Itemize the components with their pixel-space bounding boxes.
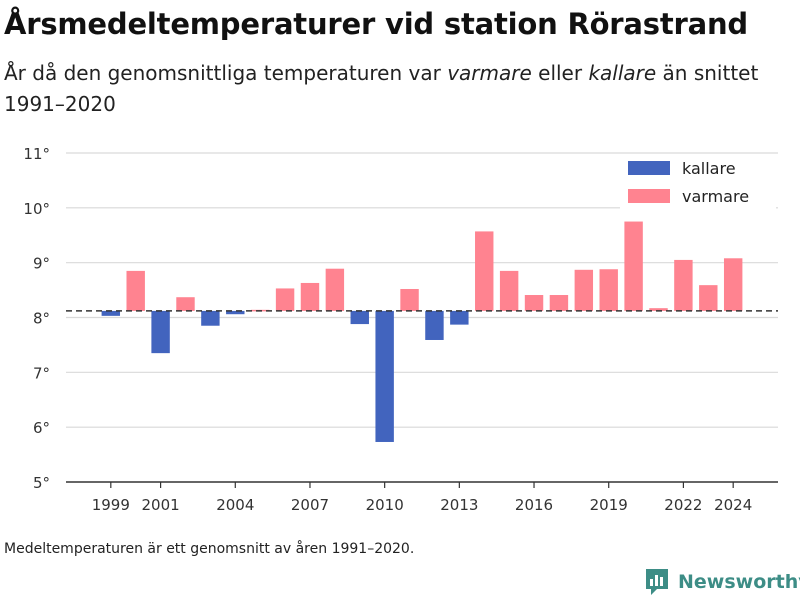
y-tick-label: 9° (33, 255, 50, 273)
bar-2019 (599, 269, 618, 311)
bar-2022 (674, 259, 693, 311)
bar-2021 (649, 308, 668, 311)
x-tick-label: 1999 (92, 496, 130, 514)
x-tick-label: 2001 (142, 496, 180, 514)
legend-label-kallare: kallare (682, 159, 736, 178)
x-tick-label: 2016 (515, 496, 553, 514)
bar-1999 (101, 310, 121, 316)
bar-2024 (723, 258, 743, 311)
y-tick-label: 10° (23, 200, 50, 218)
bar-2001 (151, 310, 170, 354)
bar-2008 (325, 268, 345, 311)
y-tick-label: 8° (33, 310, 50, 328)
gridlines (66, 152, 778, 428)
bar-2007 (300, 282, 320, 311)
bar-2012 (425, 310, 444, 340)
x-tick-label: 2022 (664, 496, 702, 514)
bar-2009 (350, 310, 369, 325)
newsworthy-logo-icon (646, 569, 668, 595)
legend-swatch-kallare (628, 161, 670, 175)
legend: kallare varmare (620, 155, 776, 213)
legend-label-varmare: varmare (682, 187, 749, 206)
subtitle-warm: varmare (447, 61, 532, 85)
y-tick-label: 6° (33, 419, 50, 437)
bar-2011 (400, 288, 419, 311)
bar-chart: 5° 6° 7° 8° 9° 10° 11° 1999 2001 2004 2007 2010 2013… (23, 145, 778, 514)
bar-2023 (699, 285, 718, 311)
bar-2006 (275, 288, 295, 311)
brand-name: Newsworthy (678, 571, 800, 593)
bar-2010 (375, 310, 394, 442)
x-tick-label: 2007 (291, 496, 329, 514)
x-tick-label: 2024 (714, 496, 752, 514)
x-tick-label: 2010 (366, 496, 404, 514)
bar-2002 (176, 297, 195, 311)
subtitle-text-3: än snittet 1991–2020 (4, 61, 759, 116)
bar-2013 (450, 310, 469, 325)
bar-2015 (499, 270, 519, 311)
bar-2000 (126, 270, 145, 311)
brand-logo: Newsworthy (644, 566, 800, 598)
y-tick-label: 7° (33, 364, 50, 382)
bar-2004 (226, 310, 245, 315)
bar-2020 (624, 221, 643, 311)
x-tick-label: 2013 (440, 496, 478, 514)
bar-2018 (574, 269, 594, 311)
x-tick-label: 2019 (590, 496, 628, 514)
y-tick-label: 5° (33, 474, 50, 492)
x-tick-label: 2004 (216, 496, 254, 514)
footnote: Medeltemperaturen är ett genomsnitt av å… (4, 541, 415, 557)
legend-swatch-varmare (628, 189, 670, 203)
y-tick-label: 11° (23, 145, 50, 163)
subtitle-text-2: eller (531, 61, 589, 85)
bar-2003 (201, 310, 220, 326)
chart-title: Årsmedeltemperaturer vid station Rörastr… (4, 7, 748, 41)
bar-2016 (524, 295, 544, 311)
bars (101, 221, 743, 442)
subtitle-cold: kallare (588, 61, 657, 85)
bar-2017 (549, 295, 569, 311)
subtitle-text-1: År då den genomsnittliga temperaturen va… (4, 61, 448, 85)
bar-2014 (475, 231, 494, 311)
chart-subtitle: År då den genomsnittliga temperaturen va… (4, 58, 794, 120)
axes: 5° 6° 7° 8° 9° 10° 11° 1999 2001 2004 2007 2010 2013… (23, 145, 778, 514)
